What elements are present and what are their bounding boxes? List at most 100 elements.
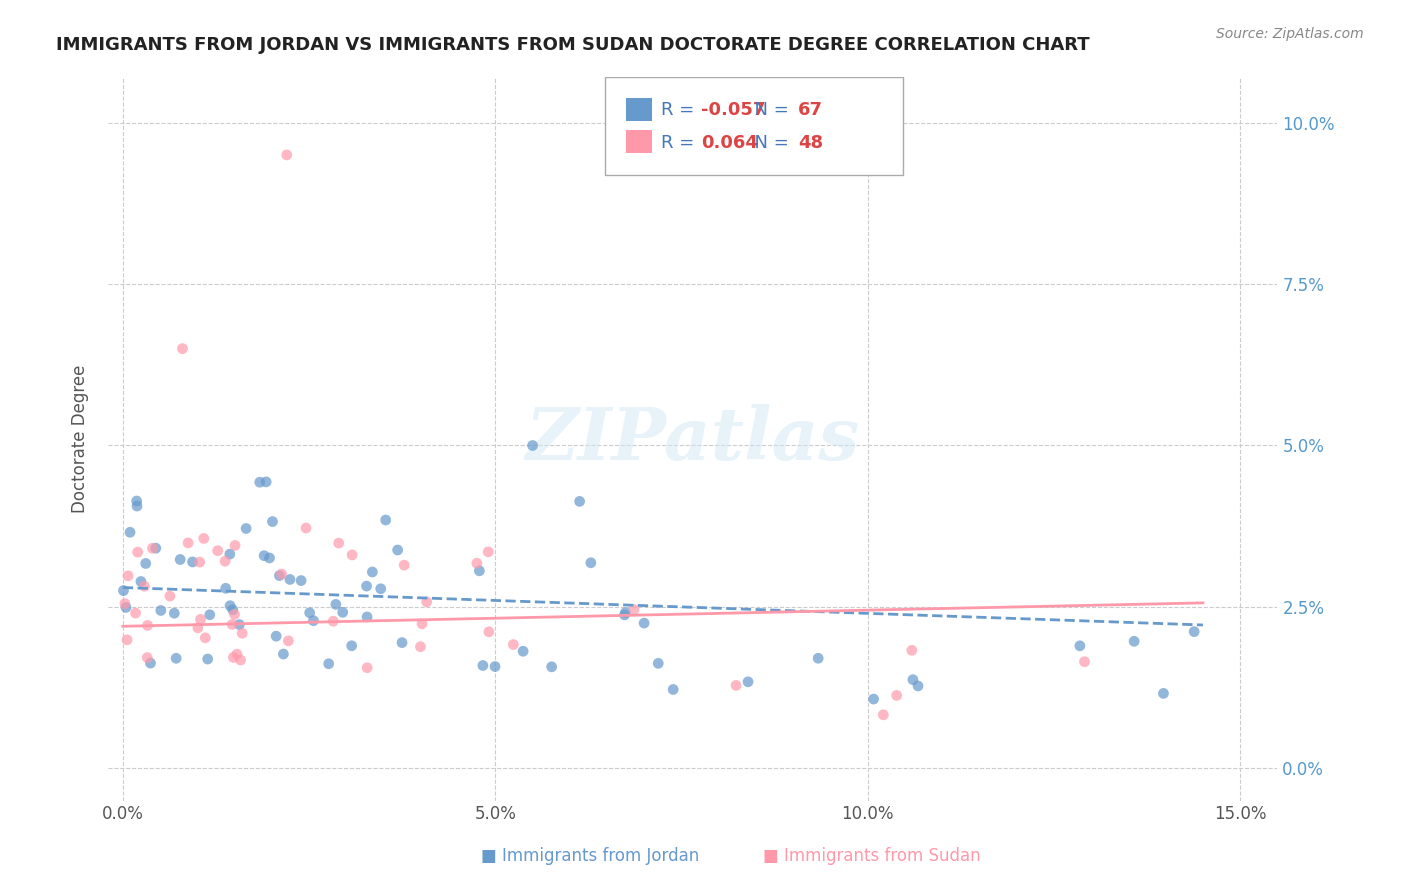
- Point: [647, 657, 669, 671]
- Point: [295, 521, 318, 535]
- Point: [468, 564, 491, 578]
- Point: [737, 674, 759, 689]
- Text: R =: R =: [661, 134, 700, 152]
- Point: [328, 536, 350, 550]
- Point: [465, 556, 488, 570]
- Point: [340, 548, 363, 562]
- Point: [190, 612, 212, 626]
- Point: [136, 650, 159, 665]
- Point: [253, 549, 276, 563]
- Point: [124, 606, 146, 620]
- Point: [145, 541, 167, 556]
- Point: [374, 513, 396, 527]
- Point: [222, 603, 245, 617]
- Text: R =: R =: [661, 101, 700, 119]
- Point: [318, 657, 340, 671]
- FancyBboxPatch shape: [626, 98, 652, 120]
- Point: [1153, 686, 1175, 700]
- Text: N =: N =: [742, 101, 794, 119]
- Point: [207, 543, 229, 558]
- FancyBboxPatch shape: [605, 78, 903, 175]
- Point: [370, 582, 392, 596]
- Point: [136, 618, 159, 632]
- Point: [361, 565, 384, 579]
- Point: [662, 682, 685, 697]
- Text: ■ Immigrants from Sudan: ■ Immigrants from Sudan: [763, 847, 980, 865]
- Point: [165, 651, 187, 665]
- Point: [1182, 624, 1205, 639]
- Point: [901, 643, 924, 657]
- Point: [325, 598, 347, 612]
- Point: [115, 632, 138, 647]
- Point: [276, 148, 298, 162]
- Point: [471, 658, 494, 673]
- Text: N =: N =: [742, 134, 794, 152]
- Point: [1069, 639, 1091, 653]
- Point: [356, 579, 378, 593]
- Point: [221, 617, 243, 632]
- Point: [277, 633, 299, 648]
- Point: [269, 568, 291, 582]
- Point: [224, 538, 246, 552]
- FancyBboxPatch shape: [626, 130, 652, 153]
- Point: [114, 597, 136, 611]
- Point: [278, 573, 301, 587]
- Point: [163, 606, 186, 620]
- Point: [409, 640, 432, 654]
- Point: [478, 624, 501, 639]
- Point: [115, 600, 138, 615]
- Point: [1073, 655, 1095, 669]
- Point: [187, 621, 209, 635]
- Text: IMMIGRANTS FROM JORDAN VS IMMIGRANTS FROM SUDAN DOCTORATE DEGREE CORRELATION CHA: IMMIGRANTS FROM JORDAN VS IMMIGRANTS FRO…: [56, 36, 1090, 54]
- Point: [229, 653, 252, 667]
- Point: [298, 606, 321, 620]
- Point: [226, 647, 249, 661]
- Point: [579, 556, 602, 570]
- Point: [129, 574, 152, 589]
- Point: [149, 603, 172, 617]
- Point: [135, 557, 157, 571]
- Point: [181, 555, 204, 569]
- Point: [215, 582, 238, 596]
- Point: [512, 644, 534, 658]
- Point: [224, 607, 246, 622]
- Text: Source: ZipAtlas.com: Source: ZipAtlas.com: [1216, 27, 1364, 41]
- Point: [193, 532, 215, 546]
- Point: [222, 650, 245, 665]
- Point: [249, 475, 271, 490]
- Text: ■ Immigrants from Jordan: ■ Immigrants from Jordan: [481, 847, 700, 865]
- Point: [901, 673, 924, 687]
- Y-axis label: Doctorate Degree: Doctorate Degree: [72, 365, 89, 513]
- Point: [725, 678, 748, 692]
- Point: [231, 626, 253, 640]
- Point: [127, 545, 149, 559]
- Point: [392, 558, 415, 573]
- Point: [415, 595, 437, 609]
- Point: [270, 567, 292, 582]
- Point: [188, 555, 211, 569]
- Point: [540, 660, 562, 674]
- Text: 67: 67: [799, 101, 823, 119]
- Point: [872, 707, 894, 722]
- Point: [112, 583, 135, 598]
- Point: [1123, 634, 1146, 648]
- Point: [141, 541, 163, 556]
- Point: [477, 545, 499, 559]
- Point: [522, 438, 544, 452]
- Point: [302, 614, 325, 628]
- Point: [273, 647, 295, 661]
- Point: [235, 521, 257, 535]
- Point: [228, 617, 250, 632]
- Point: [254, 475, 277, 489]
- Point: [332, 605, 354, 619]
- Point: [356, 661, 378, 675]
- Point: [290, 574, 312, 588]
- Point: [159, 589, 181, 603]
- Point: [633, 616, 655, 631]
- Point: [139, 656, 162, 670]
- Text: ZIPatlas: ZIPatlas: [526, 403, 859, 475]
- Point: [264, 629, 287, 643]
- Point: [125, 499, 148, 513]
- Point: [356, 610, 378, 624]
- Point: [613, 607, 636, 622]
